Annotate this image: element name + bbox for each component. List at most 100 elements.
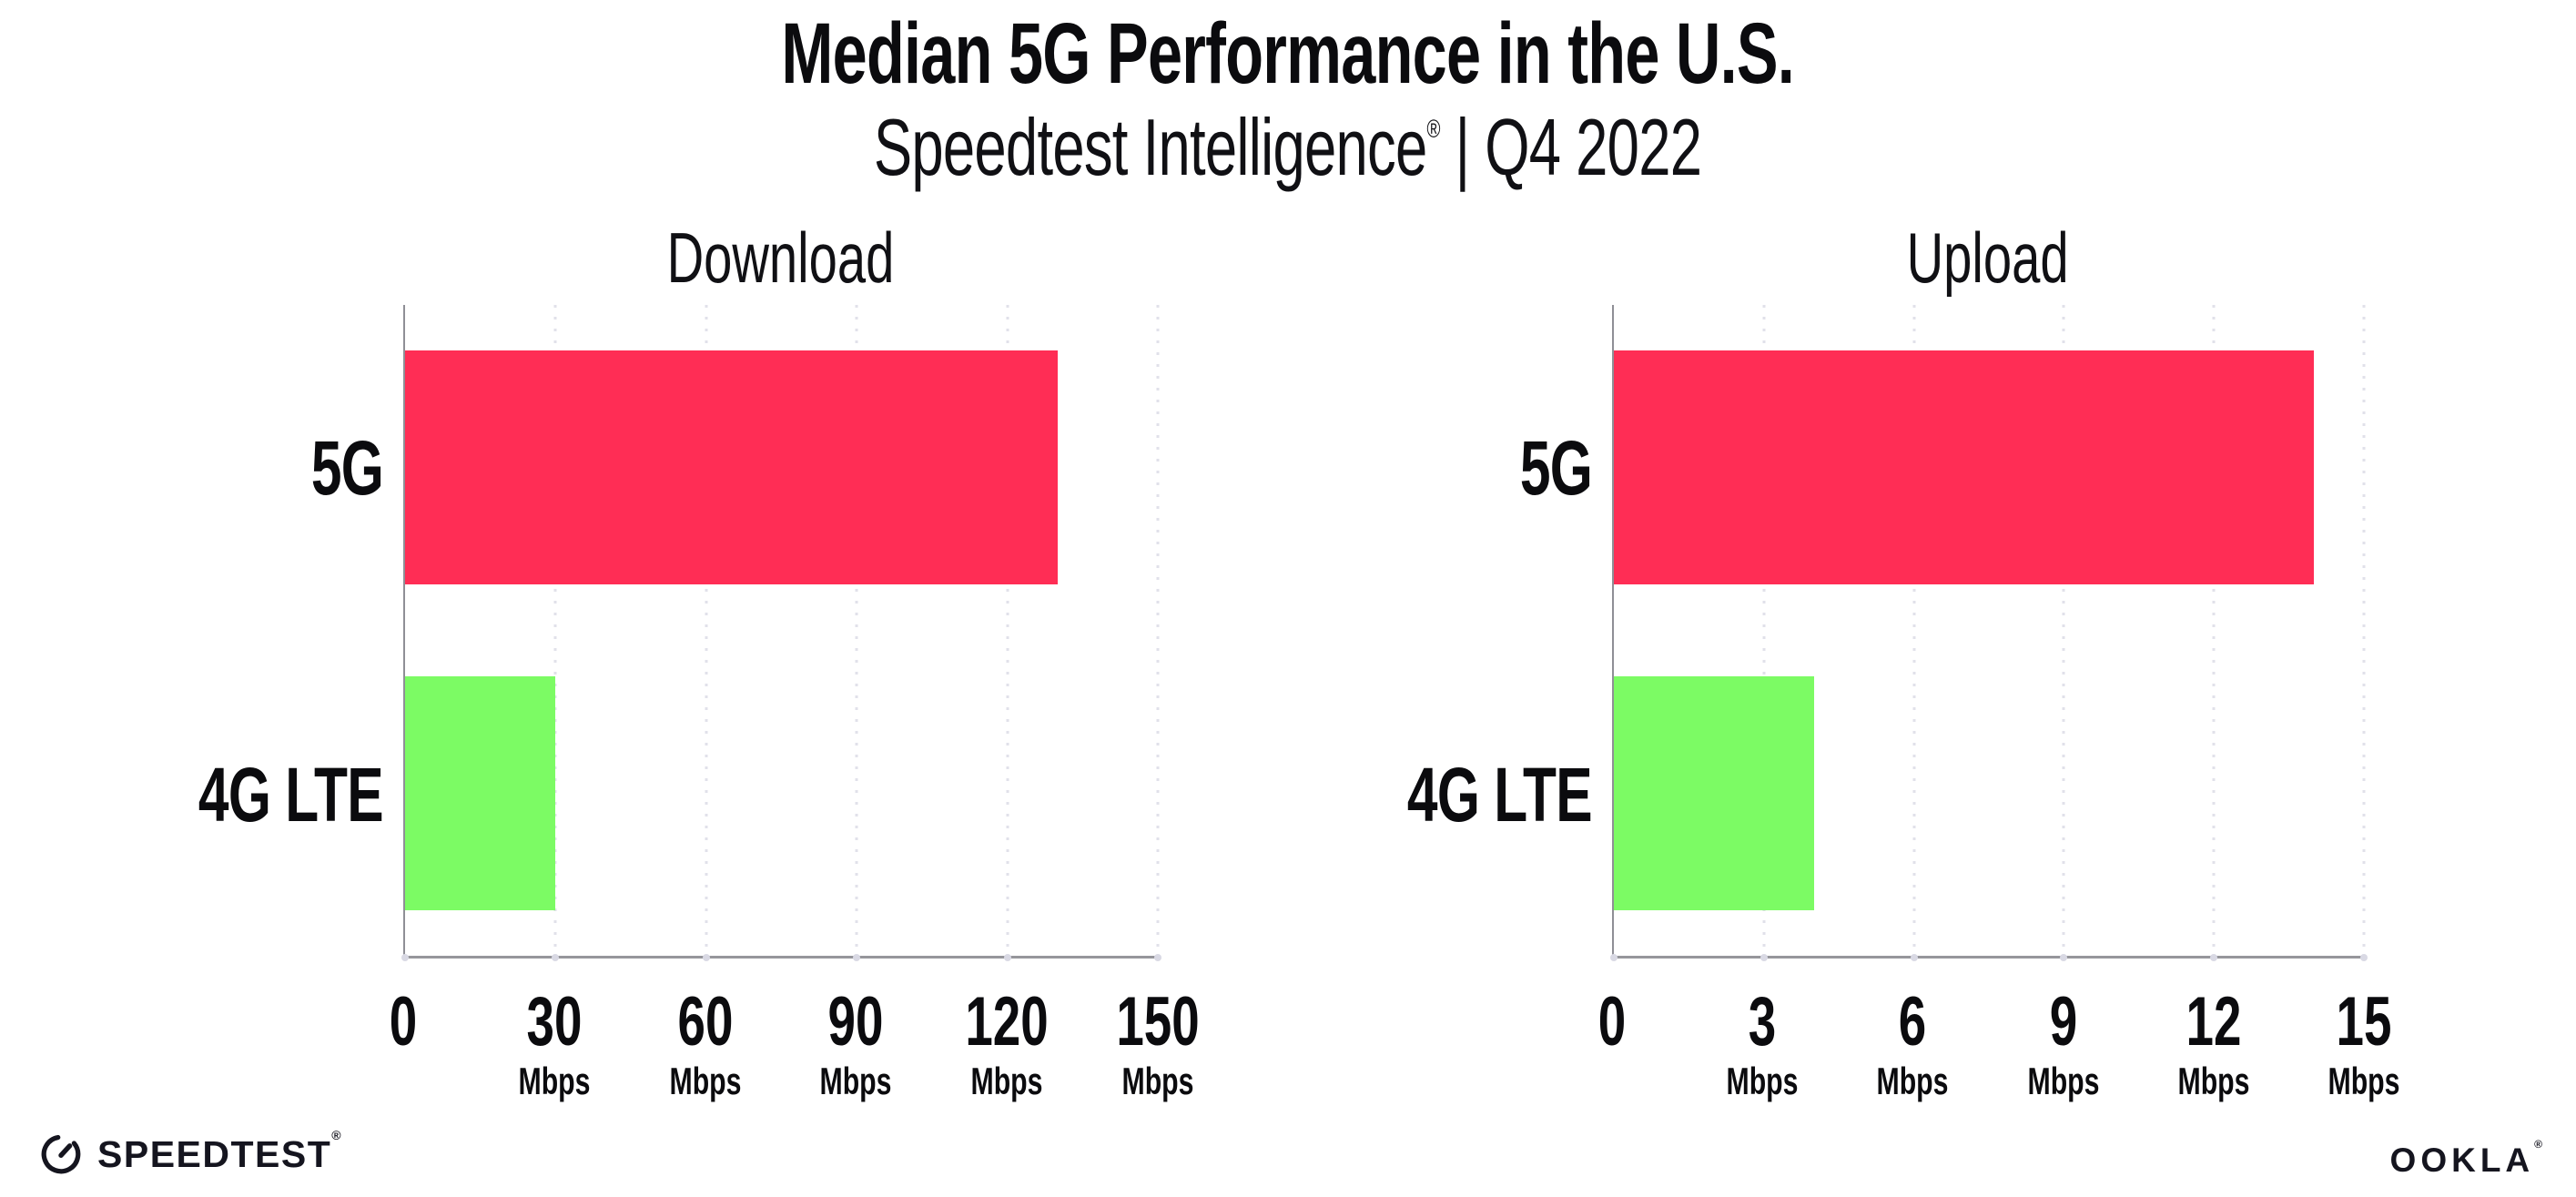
axis-tick-dot <box>853 954 861 961</box>
download-chart: Download 5G 4G LTE <box>0 217 1288 1136</box>
registered-mark-icon: ® <box>331 1127 343 1142</box>
registered-mark-icon: ® <box>1426 115 1441 144</box>
chart-title-download-text: Download <box>666 218 895 298</box>
x-tick-unit: Mbps <box>518 1060 591 1102</box>
bar-download-4g-lte <box>405 675 556 910</box>
gridline <box>2212 305 2216 956</box>
x-tick: 150 Mbps <box>1040 988 1276 1102</box>
x-tick-unit: Mbps <box>2177 1060 2250 1102</box>
axis-tick-dot <box>1154 954 1161 961</box>
gridline <box>1912 305 1916 956</box>
header: Median 5G Performance in the U.S. Speedt… <box>0 0 2576 189</box>
x-tick-value: 6 <box>1899 983 1927 1060</box>
gridline <box>2362 305 2366 956</box>
x-tick-value: 30 <box>526 983 583 1060</box>
bar-row <box>405 305 1158 631</box>
download-plot-area <box>401 305 1161 961</box>
bar-row <box>1614 631 2364 957</box>
x-tick: 6 Mbps <box>1794 988 2031 1102</box>
axis-tick-dot <box>2210 954 2218 961</box>
axis-tick-dot <box>552 954 560 961</box>
gridline <box>2062 305 2065 956</box>
x-tick-value: 0 <box>1597 983 1627 1060</box>
chart-title-download: Download <box>403 217 1158 299</box>
x-tick-unit: Mbps <box>2027 1060 2100 1102</box>
x-tick-value: 150 <box>1116 983 1200 1060</box>
gridline <box>705 305 708 956</box>
page-subtitle: Speedtest Intelligence® | Q4 2022 <box>0 105 2576 189</box>
x-tick: 60 Mbps <box>587 988 824 1102</box>
bar-upload-4g-lte <box>1614 675 1814 910</box>
chart-title-upload: Upload <box>1612 217 2364 299</box>
x-tick-value: 90 <box>827 983 884 1060</box>
gridline <box>1156 305 1160 956</box>
page-title-text: Median 5G Performance in the U.S. <box>781 5 1795 102</box>
bar-upload-5g <box>1614 350 2315 585</box>
bar-row <box>405 631 1158 957</box>
axis-tick-dot <box>1610 954 1618 961</box>
axis-tick-dot <box>401 954 409 961</box>
x-tick: 3 Mbps <box>1644 988 1881 1102</box>
registered-mark-icon: ® <box>2534 1138 2547 1151</box>
gridline <box>855 305 858 956</box>
download-x-axis: 0 30 Mbps 60 Mbps 90 Mbps 120 Mbps 150 M… <box>390 988 1200 1133</box>
ookla-logo: OOKLA® <box>2389 1138 2547 1180</box>
speedtest-logo: SPEEDTEST® <box>38 1128 342 1177</box>
category-label-5g-text: 5G <box>310 425 384 511</box>
gridline <box>553 305 557 956</box>
category-label-5g: 5G <box>1288 305 1593 632</box>
upload-category-labels: 5G 4G LTE <box>1288 305 1593 959</box>
category-label-4g-lte-text: 4G LTE <box>198 752 384 837</box>
speedtest-wordmark-text: SPEEDTEST <box>97 1132 332 1175</box>
ookla-wordmark-text: OOKLA <box>2389 1141 2535 1179</box>
gridline <box>1762 305 1766 956</box>
category-label-5g: 5G <box>0 305 384 632</box>
x-tick-unit: Mbps <box>819 1060 892 1102</box>
x-tick: 9 Mbps <box>1945 988 2182 1102</box>
axis-tick-dot <box>702 954 710 961</box>
page-subtitle-text: Speedtest Intelligence® | Q4 2022 <box>874 105 1702 189</box>
subtitle-brand: Speedtest Intelligence <box>874 101 1427 192</box>
x-tick: 0 <box>1494 988 1730 1057</box>
speedtest-gauge-icon <box>41 1134 81 1174</box>
download-category-labels: 5G 4G LTE <box>0 305 384 959</box>
x-tick-unit: Mbps <box>1876 1060 1949 1102</box>
axis-tick-dot <box>2060 954 2068 961</box>
axis-tick-dot <box>1760 954 1768 961</box>
category-label-4g-lte: 4G LTE <box>0 632 384 959</box>
x-tick-value: 15 <box>2336 983 2392 1060</box>
x-tick-value: 3 <box>1748 983 1777 1060</box>
x-tick-value: 120 <box>965 983 1049 1060</box>
x-tick-value: 60 <box>677 983 734 1060</box>
x-tick-unit: Mbps <box>669 1060 742 1102</box>
gridline <box>1006 305 1009 956</box>
x-tick-unit: Mbps <box>1121 1060 1194 1102</box>
axis-tick-dot <box>1003 954 1011 961</box>
x-tick-value: 9 <box>2049 983 2077 1060</box>
upload-plot-area <box>1610 305 2368 961</box>
category-label-5g-text: 5G <box>1519 425 1593 511</box>
x-tick: 90 Mbps <box>737 988 974 1102</box>
axis-tick-dot <box>2360 954 2368 961</box>
category-label-4g-lte: 4G LTE <box>1288 632 1593 959</box>
category-label-4g-lte-text: 4G LTE <box>1407 752 1593 837</box>
x-tick: 120 Mbps <box>888 988 1125 1102</box>
bar-row <box>1614 305 2364 631</box>
speedtest-wordmark: SPEEDTEST® <box>97 1128 342 1176</box>
x-tick: 15 Mbps <box>2246 988 2482 1102</box>
x-tick-unit: Mbps <box>2328 1060 2400 1102</box>
page-title: Median 5G Performance in the U.S. <box>0 5 2576 102</box>
upload-chart: Upload 5G 4G LTE <box>1288 217 2576 1136</box>
axis-tick-dot <box>1910 954 1918 961</box>
upload-x-axis: 0 3 Mbps 6 Mbps 9 Mbps 12 Mbps 15 Mbps <box>1598 988 2400 1133</box>
bar-download-5g <box>405 350 1058 585</box>
x-tick: 12 Mbps <box>2095 988 2332 1102</box>
x-tick: 0 <box>285 988 522 1057</box>
x-tick-value: 12 <box>2186 983 2242 1060</box>
chart-title-upload-text: Upload <box>1907 218 2069 298</box>
subtitle-period: | Q4 2022 <box>1440 101 1702 192</box>
x-tick-value: 0 <box>389 983 418 1060</box>
x-tick: 30 Mbps <box>436 988 673 1102</box>
x-tick-unit: Mbps <box>970 1060 1043 1102</box>
